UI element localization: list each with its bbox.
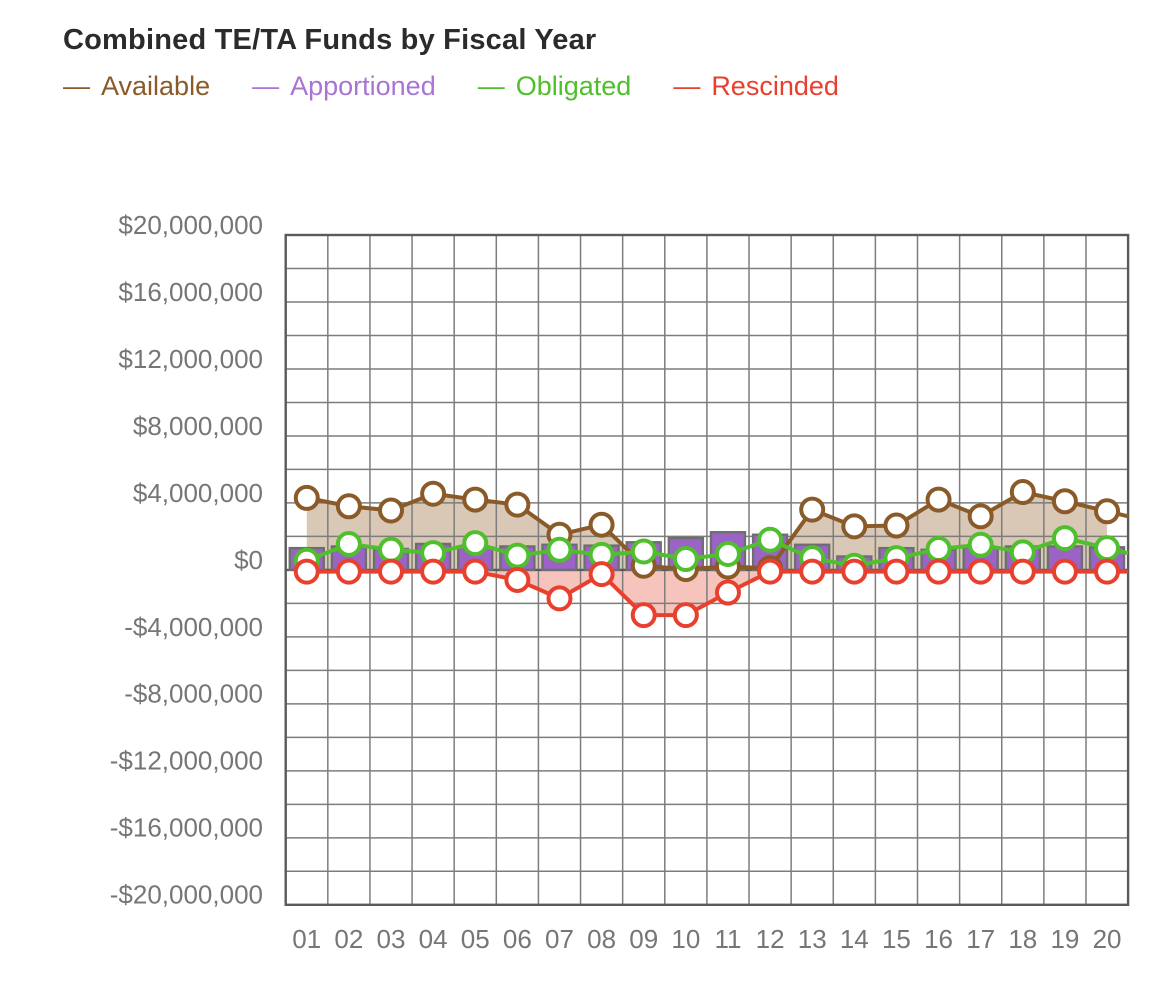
obligated-marker (925, 535, 952, 562)
available-marker (1094, 498, 1121, 525)
x-axis-label: 01 (292, 924, 321, 954)
legend-label-available: Available (101, 71, 211, 101)
x-axis-label: 18 (1008, 924, 1037, 954)
x-axis-label: 17 (966, 924, 995, 954)
rescinded-marker (588, 561, 615, 588)
rescinded-marker (630, 602, 657, 629)
legend-dash-icon: — (673, 71, 701, 101)
x-axis-label: 06 (503, 924, 532, 954)
legend-label-apportioned: Apportioned (290, 71, 436, 101)
x-axis-label: 14 (840, 924, 869, 954)
legend-label-obligated: Obligated (515, 71, 632, 101)
available-marker (967, 503, 994, 530)
x-axis-label: 09 (629, 924, 658, 954)
rescinded-marker (1051, 558, 1078, 585)
legend-item-available[interactable]: — Available (63, 71, 210, 102)
obligated-marker (504, 542, 531, 569)
available-marker (588, 511, 615, 538)
rescinded-marker (462, 558, 489, 585)
legend-item-obligated[interactable]: — Obligated (478, 71, 632, 102)
rescinded-marker (420, 558, 447, 585)
legend-item-rescinded[interactable]: — Rescinded (673, 71, 839, 102)
rescinded-marker (714, 579, 741, 606)
available-marker (799, 496, 826, 523)
x-axis-label: 08 (587, 924, 616, 954)
x-axis-label: 16 (924, 924, 953, 954)
rescinded-marker (757, 558, 784, 585)
x-axis-label: 20 (1093, 924, 1122, 954)
y-axis-label: $16,000,000 (118, 277, 263, 307)
obligated-marker (967, 531, 994, 558)
available-marker (925, 486, 952, 513)
available-marker (1009, 479, 1036, 506)
x-axis-label: 03 (377, 924, 406, 954)
rescinded-marker (799, 558, 826, 585)
obligated-marker (630, 538, 657, 565)
available-marker (335, 493, 362, 520)
rescinded-marker (672, 602, 699, 629)
x-axis-label: 11 (714, 924, 741, 954)
rescinded-marker (841, 558, 868, 585)
obligated-marker (335, 530, 362, 557)
y-axis-label: -$8,000,000 (124, 679, 263, 709)
obligated-marker (672, 546, 699, 573)
obligated-marker (1094, 535, 1121, 562)
available-marker (420, 480, 447, 507)
rescinded-marker (378, 558, 404, 585)
available-marker (1051, 488, 1078, 515)
obligated-marker (714, 540, 741, 567)
x-axis-label: 04 (419, 924, 448, 954)
x-axis-label: 07 (545, 924, 574, 954)
rescinded-marker (335, 558, 362, 585)
rescinded-marker (925, 558, 952, 585)
rescinded-marker (546, 585, 573, 612)
available-marker (462, 486, 489, 513)
rescinded-marker (293, 558, 320, 585)
obligated-marker (378, 536, 404, 563)
plot-border (284, 233, 1130, 906)
legend-dash-icon: — (477, 71, 505, 101)
obligated-marker (1051, 525, 1078, 552)
available-marker (378, 497, 404, 524)
legend-item-apportioned[interactable]: — Apportioned (252, 71, 436, 102)
y-axis-label: -$4,000,000 (124, 612, 263, 642)
x-axis-label: 12 (756, 924, 785, 954)
chart-title: Combined TE/TA Funds by Fiscal Year (63, 24, 597, 56)
available-marker (883, 512, 910, 539)
available-marker (504, 491, 531, 518)
chart-legend: — Available — Apportioned — Obligated — … (63, 71, 839, 102)
y-axis-label: $20,000,000 (118, 210, 263, 240)
obligated-marker (462, 530, 489, 557)
rescinded-marker (504, 566, 531, 593)
chart-header: Combined TE/TA Funds by Fiscal Year — Av… (63, 24, 839, 102)
obligated-marker (546, 536, 573, 563)
obligated-marker (757, 526, 784, 553)
available-marker (293, 484, 320, 511)
y-axis-label: -$20,000,000 (110, 880, 263, 910)
y-axis-label: -$12,000,000 (110, 746, 263, 776)
x-axis-label: 15 (882, 924, 911, 954)
available-marker (841, 513, 868, 540)
y-axis-label: $8,000,000 (133, 411, 263, 441)
y-axis-label: $4,000,000 (133, 478, 263, 508)
y-axis-label: $12,000,000 (118, 344, 263, 374)
legend-dash-icon: — (63, 71, 90, 101)
x-axis-label: 10 (671, 924, 700, 954)
rescinded-marker (883, 558, 910, 585)
legend-dash-icon: — (252, 71, 280, 101)
x-axis-label: 13 (798, 924, 827, 954)
legend-label-rescinded: Rescinded (711, 71, 839, 101)
rescinded-marker (1009, 558, 1036, 585)
y-axis-label: -$16,000,000 (110, 813, 263, 843)
x-axis-label: 02 (334, 924, 363, 954)
y-axis-label: $0 (234, 545, 263, 575)
x-axis-label: 05 (461, 924, 490, 954)
x-axis-label: 19 (1050, 924, 1079, 954)
rescinded-marker (1094, 558, 1121, 585)
rescinded-marker (967, 558, 994, 585)
